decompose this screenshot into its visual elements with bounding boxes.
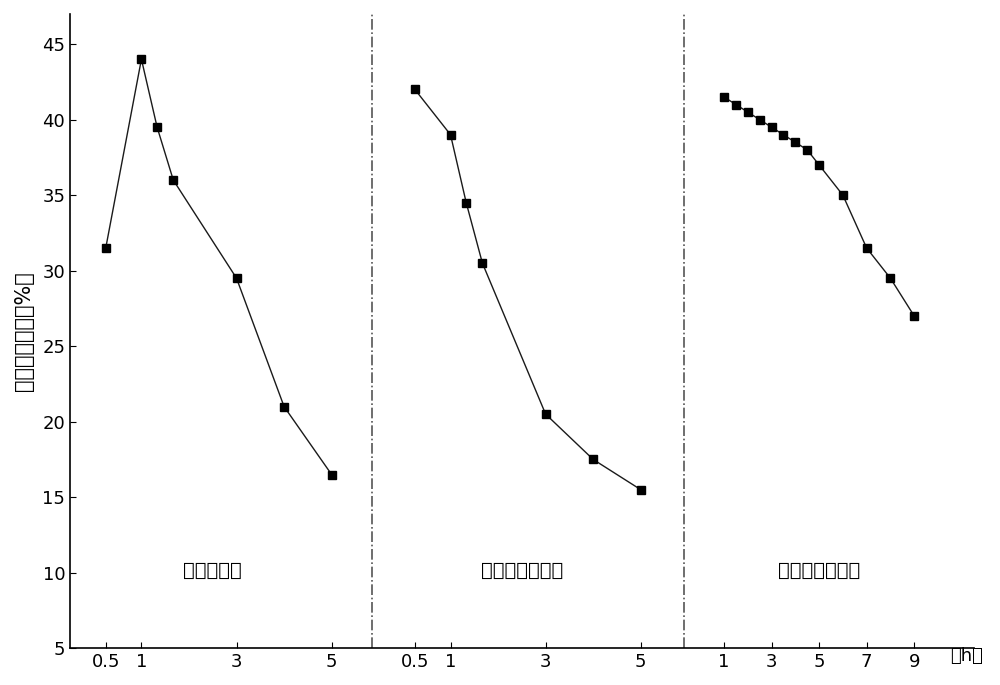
Y-axis label: 异戊二烯收率（%）: 异戊二烯收率（%） — [14, 271, 34, 391]
Text: 三元复合催化剂: 三元复合催化剂 — [778, 561, 860, 580]
Text: （h）: （h） — [950, 647, 983, 665]
Text: 二元复合催化剂: 二元复合催化剂 — [481, 561, 563, 580]
Text: 新鲜催化剂: 新鲜催化剂 — [183, 561, 242, 580]
